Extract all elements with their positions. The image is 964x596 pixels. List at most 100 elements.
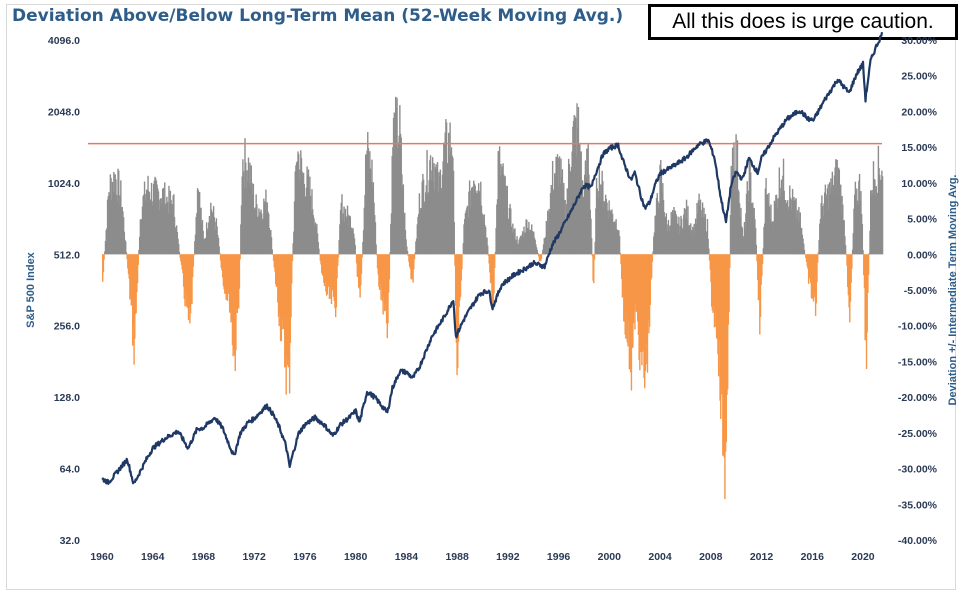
left-tick-label: 64.0 [60,464,81,476]
positive-deviation-bar [217,237,220,255]
positive-deviation-bar [420,207,422,255]
negative-deviation-bar [650,254,653,279]
deviation-bars [102,96,884,500]
positive-deviation-bar [450,147,453,255]
left-axis-title: S&P 500 Index [25,251,37,327]
positive-deviation-bar [707,238,709,255]
positive-deviation-bar [390,223,392,255]
positive-deviation-bar [498,151,500,255]
positive-deviation-bar [364,194,366,255]
positive-deviation-bar [436,162,439,255]
positive-deviation-bar [428,180,430,255]
positive-deviation-bar [372,182,375,255]
positive-deviation-bar [374,222,377,255]
positive-deviation-bar [338,239,340,255]
negative-deviation-bar [291,254,293,284]
positive-deviation-bar [368,168,370,255]
x-tick-label: 1988 [445,551,469,563]
positive-deviation-bar [311,189,313,255]
x-tick-label: 1984 [395,551,419,563]
right-tick-label: 5.00% [907,214,937,226]
positive-deviation-bar [398,135,400,255]
x-tick-label: 1968 [192,551,216,563]
negative-deviation-bar [179,254,181,258]
negative-deviation-bar [185,254,187,293]
negative-deviation-bar [191,254,193,305]
positive-deviation-bar [104,251,106,255]
positive-deviation-bar [803,243,805,255]
positive-deviation-bar [204,238,206,255]
positive-deviation-bar [438,172,440,255]
right-tick-label: 25.00% [901,71,937,83]
negative-deviation-bar [593,254,595,284]
negative-deviation-bar [411,254,413,280]
right-axis: -40.00% -35.00% -30.00% -25.00% -20.00% -15.0… [898,35,938,547]
positive-deviation-bar [453,222,455,255]
positive-deviation-bar [484,227,487,255]
x-tick-label: 2004 [648,551,672,563]
positive-deviation-bar [441,174,444,255]
positive-deviation-bar [861,223,864,255]
right-tick-label: 20.00% [901,106,937,118]
positive-deviation-bar [159,198,162,255]
negative-deviation-bar [291,254,294,262]
left-tick-label: 4096.0 [48,35,80,47]
positive-deviation-bar [318,248,320,255]
positive-deviation-bar [536,250,538,255]
positive-deviation-bar [196,188,199,255]
positive-deviation-bar [302,172,305,255]
positive-deviation-bar [468,191,470,255]
positive-deviation-bar [415,238,418,255]
positive-deviation-bar [141,206,144,255]
negative-deviation-bar [361,254,363,258]
x-tick-label: 1976 [293,551,317,563]
positive-deviation-bar [803,249,806,255]
x-tick-label: 1996 [547,551,571,563]
positive-deviation-bar [350,230,352,255]
positive-deviation-bar [450,151,452,255]
positive-deviation-bar [881,176,884,255]
negative-deviation-bar [461,254,463,270]
left-tick-label: 32.0 [60,535,81,547]
positive-deviation-bar [754,227,757,255]
x-tick-label: 2000 [598,551,622,563]
right-tick-label: -35.00% [898,499,938,511]
negative-deviation-bar [761,254,764,265]
negative-deviation-bar [235,254,238,310]
left-tick-label: 2048.0 [48,106,80,118]
chart-title: Deviation Above/Below Long-Term Mean (52… [12,6,624,26]
positive-deviation-bar [537,252,539,255]
positive-deviation-bar [351,227,353,255]
negative-deviation-bar [761,254,763,277]
negative-deviation-bar [489,254,492,284]
positive-deviation-bar [316,223,318,255]
positive-deviation-bar [216,226,218,255]
negative-deviation-bar [281,254,283,330]
positive-deviation-bar [109,174,112,255]
negative-deviation-bar [129,254,132,298]
negative-deviation-bar [102,254,105,273]
left-axis: 32.0 64.0 128.0 256.0 512.0 1024.0 2048.0 4096.… [48,35,80,547]
negative-deviation-bar [729,254,731,268]
positive-deviation-bar [317,241,319,255]
right-tick-label: -15.00% [898,356,938,368]
negative-deviation-bar [192,254,195,267]
positive-deviation-bar [173,194,175,255]
negative-deviation-bar [325,254,327,292]
positive-deviation-bar [706,219,709,255]
right-tick-label: 10.00% [901,178,937,190]
positive-deviation-bar [210,202,212,255]
right-tick-label: 15.00% [901,142,937,154]
positive-deviation-bar [510,226,513,255]
negative-deviation-bar [277,254,279,303]
positive-deviation-bar [218,246,220,255]
positive-deviation-bar [862,250,864,255]
positive-deviation-bar [464,219,466,255]
positive-deviation-bar [406,246,408,255]
negative-deviation-bar [337,254,340,258]
positive-deviation-bar [507,218,509,255]
negative-deviation-bar [222,254,225,286]
positive-deviation-bar [619,253,621,255]
x-tick-label: 2020 [851,551,875,563]
